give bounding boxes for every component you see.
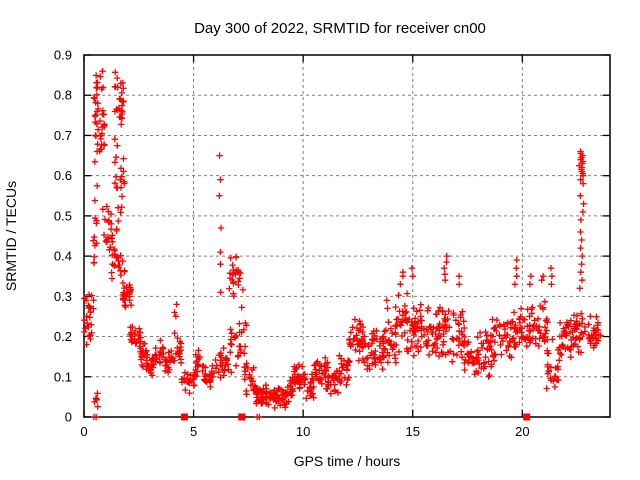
x-tick-label: 5 (190, 424, 197, 439)
chart-title: Day 300 of 2022, SRMTID for receiver cn0… (194, 20, 486, 37)
axis-square-marker (238, 413, 246, 421)
axis-square-marker (523, 413, 531, 421)
x-axis-label: GPS time / hours (294, 453, 401, 469)
y-axis-label: SRMTID / TECUs (3, 181, 19, 291)
x-tick-label: 20 (515, 424, 529, 439)
y-tick-label: 0 (65, 410, 72, 425)
x-tick-label: 0 (80, 424, 87, 439)
grid-layer (84, 55, 610, 417)
y-tick-label: 0.6 (54, 168, 72, 183)
data-points-layer (81, 68, 604, 421)
y-tick-label: 0.7 (54, 128, 72, 143)
y-tick-label: 0.8 (54, 88, 72, 103)
x-tick-label: 15 (406, 424, 420, 439)
axis-square-marker (180, 413, 188, 421)
y-tick-label: 0.1 (54, 369, 72, 384)
y-tick-label: 0.9 (54, 48, 72, 63)
y-tick-label: 0.5 (54, 208, 72, 223)
axes-frame (83, 54, 611, 418)
scatter-plus-markers (81, 68, 604, 421)
y-tick-label: 0.3 (54, 289, 72, 304)
tick-label-layer: 0 5 10 15 20 0 0.1 0.2 0.3 0.4 0.5 0.6 0.7 0.8 0.9 (54, 48, 530, 440)
plot-border (83, 54, 611, 418)
y-tick-label: 0.2 (54, 329, 72, 344)
x-tick-label: 10 (296, 424, 310, 439)
y-tick-label: 0.4 (54, 249, 72, 264)
